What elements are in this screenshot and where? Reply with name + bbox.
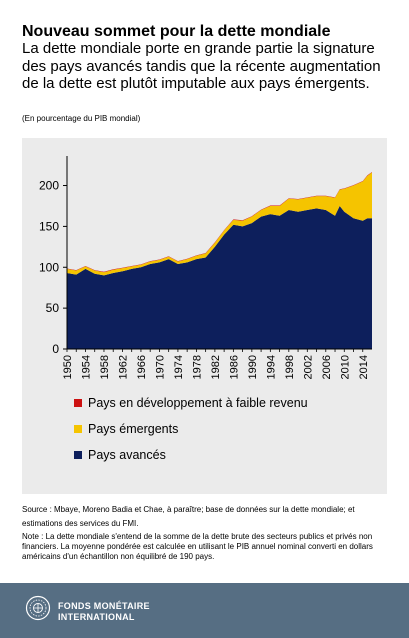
legend-swatch-2 <box>74 451 82 459</box>
org-name: FONDS MONÉTAIRE INTERNATIONAL <box>58 601 150 623</box>
source-note: Source : Mbaye, Moreno Badia et Chae, à … <box>22 505 355 528</box>
org-name-line1: FONDS MONÉTAIRE <box>58 601 150 611</box>
x-tick-label-0: 1950 <box>62 355 74 379</box>
x-tick-label-5: 1970 <box>154 355 166 379</box>
x-tick-label-6: 1974 <box>173 355 185 379</box>
x-tick-label-7: 1978 <box>191 355 203 379</box>
area-series-0 <box>67 206 372 349</box>
chart-title: Nouveau sommet pour la dette mondiale <box>22 23 331 40</box>
x-tick-label-8: 1982 <box>210 355 222 379</box>
x-tick-label-1: 1954 <box>81 355 93 379</box>
x-tick-label-9: 1986 <box>228 355 240 379</box>
footnote: Note : La dette mondiale s'entend de la … <box>22 532 373 561</box>
legend-swatch-0 <box>74 399 82 407</box>
chart-subtitle: La dette mondiale porte en grande partie… <box>22 40 381 92</box>
legend-label-0: Pays en développement à faible revenu <box>88 396 308 410</box>
y-tick-label-2: 100 <box>39 260 59 274</box>
x-tick-label-4: 1966 <box>136 355 148 379</box>
org-name-line2: INTERNATIONAL <box>58 612 135 622</box>
unit-label: (En pourcentage du PIB mondial) <box>22 114 141 123</box>
y-tick-label-3: 150 <box>39 219 59 233</box>
x-tick-label-10: 1990 <box>247 355 259 379</box>
y-tick-label-1: 50 <box>46 301 60 315</box>
y-tick-label-0: 0 <box>52 342 59 356</box>
footer-bar: FONDS MONÉTAIRE INTERNATIONAL <box>0 583 409 638</box>
legend-swatch-1 <box>74 425 82 433</box>
x-tick-label-12: 1998 <box>284 355 296 379</box>
imf-seal-icon <box>25 595 51 621</box>
legend-label-1: Pays émergents <box>88 422 178 436</box>
x-tick-label-15: 2010 <box>339 355 351 379</box>
x-tick-label-11: 1994 <box>265 355 277 379</box>
x-tick-label-16: 2014 <box>358 355 370 379</box>
legend-label-2: Pays avancés <box>88 448 166 462</box>
debt-area-chart: 0 50 100 150 200 1950 1954 1958 1962 1966 1970 1974… <box>39 156 372 462</box>
x-tick-label-3: 1962 <box>118 355 130 379</box>
x-tick-label-13: 2002 <box>302 355 314 379</box>
x-tick-label-2: 1958 <box>99 355 111 379</box>
y-tick-label-4: 200 <box>39 179 59 193</box>
x-tick-label-14: 2006 <box>321 355 333 379</box>
